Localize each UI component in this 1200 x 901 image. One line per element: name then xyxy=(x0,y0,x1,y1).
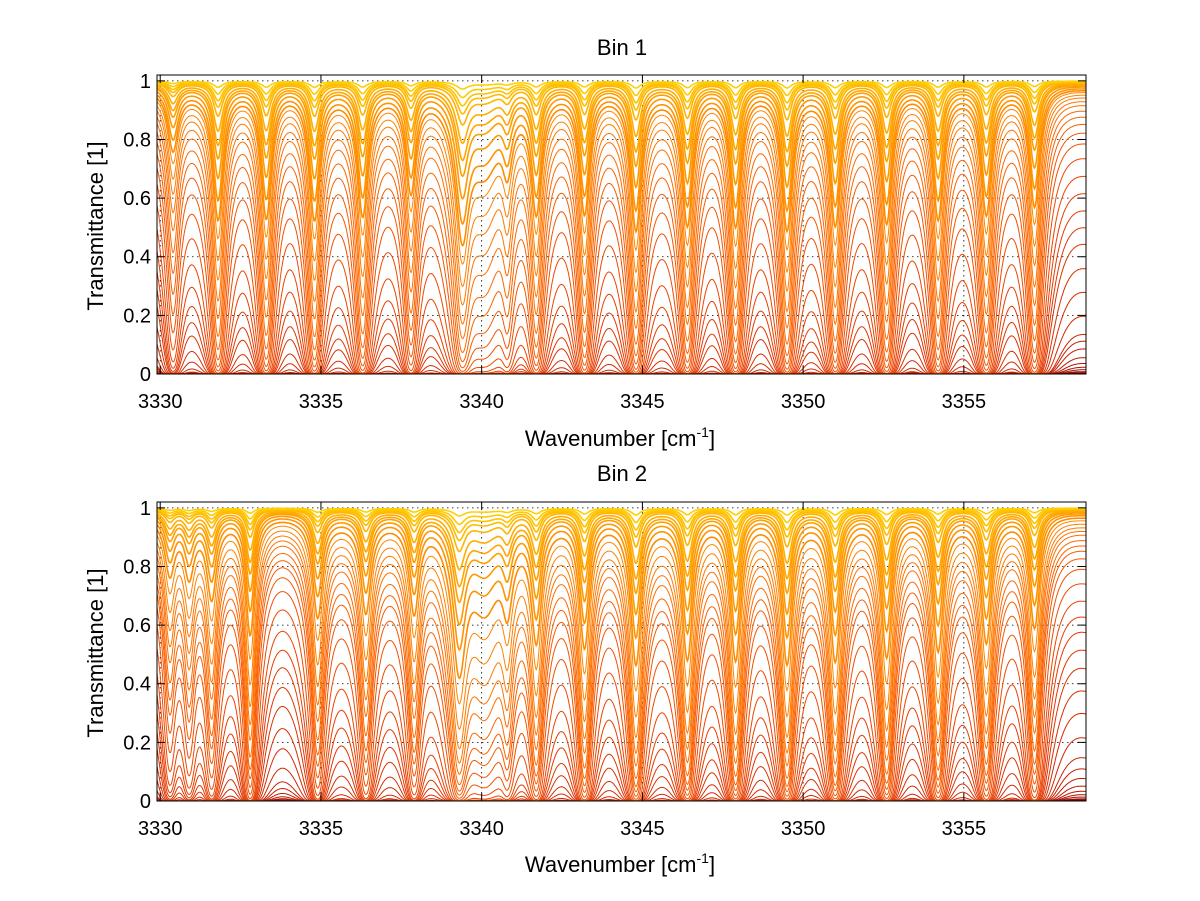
spectrum-series-line xyxy=(156,84,1086,178)
spectrum-series-line xyxy=(156,82,1086,126)
spectrum-series-line xyxy=(156,94,1086,288)
x-axis-label: Wavenumber [cm-1] xyxy=(525,424,715,451)
spectrum-series-line xyxy=(156,132,1086,372)
axes-frame xyxy=(156,74,1087,375)
y-tick-label: 0 xyxy=(140,791,151,813)
chart-panel-bin-1: Bin 1 3330 3335 3340 3345 3350 3355 0 0.2 0.4 0.… xyxy=(83,35,1087,451)
y-tick-label: 0.2 xyxy=(123,305,151,327)
x-tick-label: 3350 xyxy=(781,391,826,413)
spectrum-series-line xyxy=(156,568,1087,801)
spectrum-series-line xyxy=(156,143,1087,374)
y-tick-label: 0.6 xyxy=(123,188,151,210)
y-tick-label: 0.8 xyxy=(123,556,151,578)
spectrum-series-line xyxy=(156,517,1086,680)
spectrum-series-line xyxy=(156,667,1087,802)
chart-title: Bin 1 xyxy=(597,35,647,60)
axes-frame xyxy=(156,501,1087,802)
x-tick-label: 3340 xyxy=(459,391,504,413)
y-tick-label: 0.8 xyxy=(123,129,151,151)
x-tick-label: 3345 xyxy=(620,391,665,413)
spectrum-series-line xyxy=(156,545,1087,792)
spectrum-series-line xyxy=(156,86,1086,201)
spectrum-series-line xyxy=(156,583,1087,802)
y-tick-label: 1 xyxy=(140,71,151,93)
y-tick-label: 0.4 xyxy=(123,674,151,696)
spectrum-series-line xyxy=(156,631,1087,802)
x-tick-label: 3335 xyxy=(299,818,344,840)
spectrum-series-line xyxy=(156,550,1087,796)
spectrum-series-line xyxy=(156,509,1086,571)
chart-panel-bin-2: Bin 2 3330 3335 3340 3345 3350 3355 0 0.2 0.4 0.… xyxy=(83,461,1087,877)
spectrum-series-line xyxy=(156,690,1087,802)
spectrum-series-line xyxy=(157,80,1086,90)
y-tick-label: 0.4 xyxy=(123,247,151,269)
y-axis-ticks: 0 0.2 0.4 0.6 0.8 1 xyxy=(123,498,1086,813)
x-tick-label: 3335 xyxy=(299,391,344,413)
chart-title: Bin 2 xyxy=(597,461,647,486)
y-tick-label: 0 xyxy=(140,364,151,386)
spectrum-series-line xyxy=(156,616,1087,802)
x-tick-label: 3340 xyxy=(459,818,504,840)
spectrum-series-line xyxy=(156,510,1086,588)
spectrum-series-line xyxy=(156,101,1087,325)
spectrum-series-line xyxy=(156,534,1086,775)
spectrum-series-line xyxy=(156,97,1086,306)
series-group xyxy=(156,507,1087,802)
spectrum-series-line xyxy=(156,92,1086,266)
spectrum-series-line xyxy=(156,81,1086,115)
spectrum-series-line xyxy=(156,509,1086,553)
spectrum-series-line xyxy=(156,523,1086,731)
y-axis-label: Transmittance [1] xyxy=(83,568,108,737)
spectrum-series-line xyxy=(156,110,1086,354)
x-axis-ticks: 3330 3335 3340 3345 3350 3355 xyxy=(138,75,986,413)
spectrum-series-line xyxy=(157,507,1086,517)
x-tick-label: 3350 xyxy=(781,818,826,840)
spectrum-series-line xyxy=(156,80,1086,99)
spectrum-series-line xyxy=(156,540,1087,786)
x-tick-label: 3355 xyxy=(942,391,987,413)
spectrum-series-line xyxy=(156,513,1086,626)
spectrum-series-line xyxy=(156,88,1086,226)
y-axis-ticks: 0 0.2 0.4 0.6 0.8 1 xyxy=(123,71,1086,386)
spectrum-series-line xyxy=(156,83,1086,145)
spectrum-series-line xyxy=(156,507,1086,526)
spectrum-series-line xyxy=(156,90,1086,247)
series-group xyxy=(156,80,1087,375)
spectrum-series-line xyxy=(156,531,1087,764)
spectrum-series-line xyxy=(156,527,1086,750)
spectrum-series-line xyxy=(156,511,1086,604)
spectrum-series-line xyxy=(156,116,1086,363)
x-tick-label: 3355 xyxy=(942,818,987,840)
y-tick-label: 1 xyxy=(140,498,151,520)
spectrum-series-line xyxy=(156,123,1086,369)
spectrum-series-line xyxy=(156,83,1086,162)
spectrum-series-line xyxy=(156,508,1086,534)
spectrum-series-line xyxy=(156,175,1086,375)
spectrum-series-line xyxy=(156,600,1087,802)
spectrum-series-line xyxy=(156,105,1086,340)
spectrum-series-line xyxy=(156,520,1086,705)
x-axis-label: Wavenumber [cm-1] xyxy=(525,850,715,877)
x-tick-label: 3330 xyxy=(138,391,183,413)
y-axis-label: Transmittance [1] xyxy=(83,141,108,310)
spectrum-series-line xyxy=(156,158,1087,375)
spectrum-series-line xyxy=(156,649,1087,802)
spectrum-series-line xyxy=(156,508,1086,542)
y-tick-label: 0.6 xyxy=(123,615,151,637)
x-tick-label: 3330 xyxy=(138,818,183,840)
x-tick-label: 3345 xyxy=(620,818,665,840)
spectrum-series-line xyxy=(156,81,1086,107)
y-tick-label: 0.2 xyxy=(123,732,151,754)
spectrum-series-line xyxy=(156,558,1087,799)
spectrum-series-line xyxy=(156,514,1087,652)
x-axis-ticks: 3330 3335 3340 3345 3350 3355 xyxy=(138,502,986,840)
